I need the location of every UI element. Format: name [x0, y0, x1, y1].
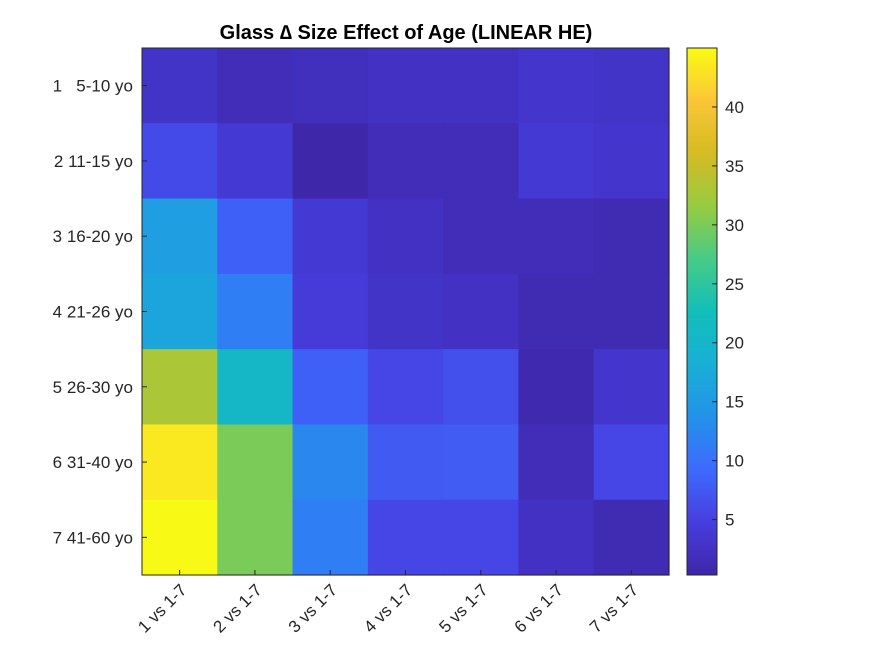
heatmap-cell	[443, 48, 520, 124]
colorbar: 5 10 15 20 25 30 35 40	[686, 47, 744, 576]
colorbar-tick-label: 25	[725, 275, 744, 294]
heatmap-cell	[593, 349, 670, 426]
heatmap-cell	[443, 349, 520, 426]
heatmap-cell	[217, 273, 294, 350]
heatmap-cell	[367, 273, 444, 350]
y-tick-label: 7 41-60 yo	[53, 528, 133, 547]
heatmap-cell	[292, 198, 369, 275]
heatmap-cell	[518, 48, 595, 124]
heatmap-cell	[367, 349, 444, 426]
x-tick-label: 6 vs 1-7	[511, 580, 567, 636]
heatmap-cell	[518, 349, 595, 426]
heatmap-cell	[518, 273, 595, 350]
colorbar-tick-label: 5	[725, 511, 734, 530]
heatmap-cell	[593, 198, 670, 275]
colorbar-tick-label: 20	[725, 334, 744, 353]
heatmap-cell	[518, 198, 595, 275]
heatmap-cell	[142, 198, 218, 275]
heatmap-cell	[292, 349, 369, 426]
heatmap-cell	[217, 349, 294, 426]
x-tick-label: 1 vs 1-7	[134, 580, 190, 636]
heatmap-cell	[443, 273, 520, 350]
heatmap-cell	[443, 123, 520, 200]
heatmap-cell	[518, 123, 595, 200]
x-tick-label: 7 vs 1-7	[586, 580, 642, 636]
colorbar-tick-label: 35	[725, 157, 744, 176]
heatmap-cell	[217, 198, 294, 275]
y-tick-label: 5 26-30 yo	[53, 378, 133, 397]
heatmap-cell	[142, 499, 218, 576]
heatmap-cell	[443, 499, 520, 576]
heatmap-cell	[292, 123, 369, 200]
x-tick-label: 4 vs 1-7	[360, 580, 416, 636]
heatmap-cell	[142, 123, 218, 200]
x-tick-labels: 1 vs 1-7 2 vs 1-7 3 vs 1-7 4 vs 1-7 5 vs 1-7…	[134, 570, 642, 637]
heatmap-cell	[367, 424, 444, 501]
heatmap-cell	[142, 273, 218, 350]
heatmap-cell	[142, 424, 218, 501]
heatmap-cell	[142, 349, 218, 426]
heatmap-cells	[142, 48, 670, 576]
x-tick-label: 3 vs 1-7	[285, 580, 341, 636]
heatmap-cell	[518, 424, 595, 501]
heatmap-cell	[217, 424, 294, 501]
heatmap-cell	[593, 499, 670, 576]
heatmap-cell	[292, 424, 369, 501]
colorbar-gradient	[686, 47, 718, 576]
heatmap-cell	[367, 48, 444, 124]
chart-title: Glass ∆ Size Effect of Age (LINEAR HE)	[220, 22, 593, 44]
heatmap-cell	[367, 123, 444, 200]
heatmap-cell	[367, 499, 444, 576]
heatmap-cell	[593, 273, 670, 350]
heatmap-cell	[443, 424, 520, 501]
heatmap-cell	[217, 123, 294, 200]
heatmap-cell	[593, 424, 670, 501]
colorbar-tick-label: 30	[725, 216, 744, 235]
x-tick-label: 5 vs 1-7	[435, 580, 491, 636]
colorbar-tick-label: 10	[725, 452, 744, 471]
heatmap-cell	[292, 48, 369, 124]
heatmap-cell	[217, 499, 294, 576]
heatmap-cell	[593, 48, 670, 124]
heatmap-cell	[518, 499, 595, 576]
y-tick-label: 4 21-26 yo	[53, 303, 133, 322]
heatmap-cell	[142, 48, 218, 124]
x-tick-label: 2 vs 1-7	[210, 580, 266, 636]
heatmap-cell	[292, 273, 369, 350]
colorbar-tick-label: 40	[725, 98, 744, 117]
heatmap-cell	[292, 499, 369, 576]
y-tick-label: 1 5-10 yo	[53, 77, 133, 96]
y-tick-labels: 1 5-10 yo 2 11-15 yo 3 16-20 yo 4 21-26 yo 5…	[53, 77, 147, 547]
y-tick-label: 3 16-20 yo	[53, 227, 133, 246]
y-tick-label: 2 11-15 yo	[54, 152, 133, 171]
colorbar-tick-label: 15	[725, 393, 744, 412]
heatmap-cell	[593, 123, 670, 200]
heatmap-cell	[217, 48, 294, 124]
heatmap-cell	[443, 198, 520, 275]
heatmap-cell	[367, 198, 444, 275]
colorbar-ticks: 5 10 15 20 25 30 35 40	[712, 98, 744, 530]
plot-frame	[141, 47, 670, 576]
y-tick-label: 6 31-40 yo	[53, 453, 133, 472]
